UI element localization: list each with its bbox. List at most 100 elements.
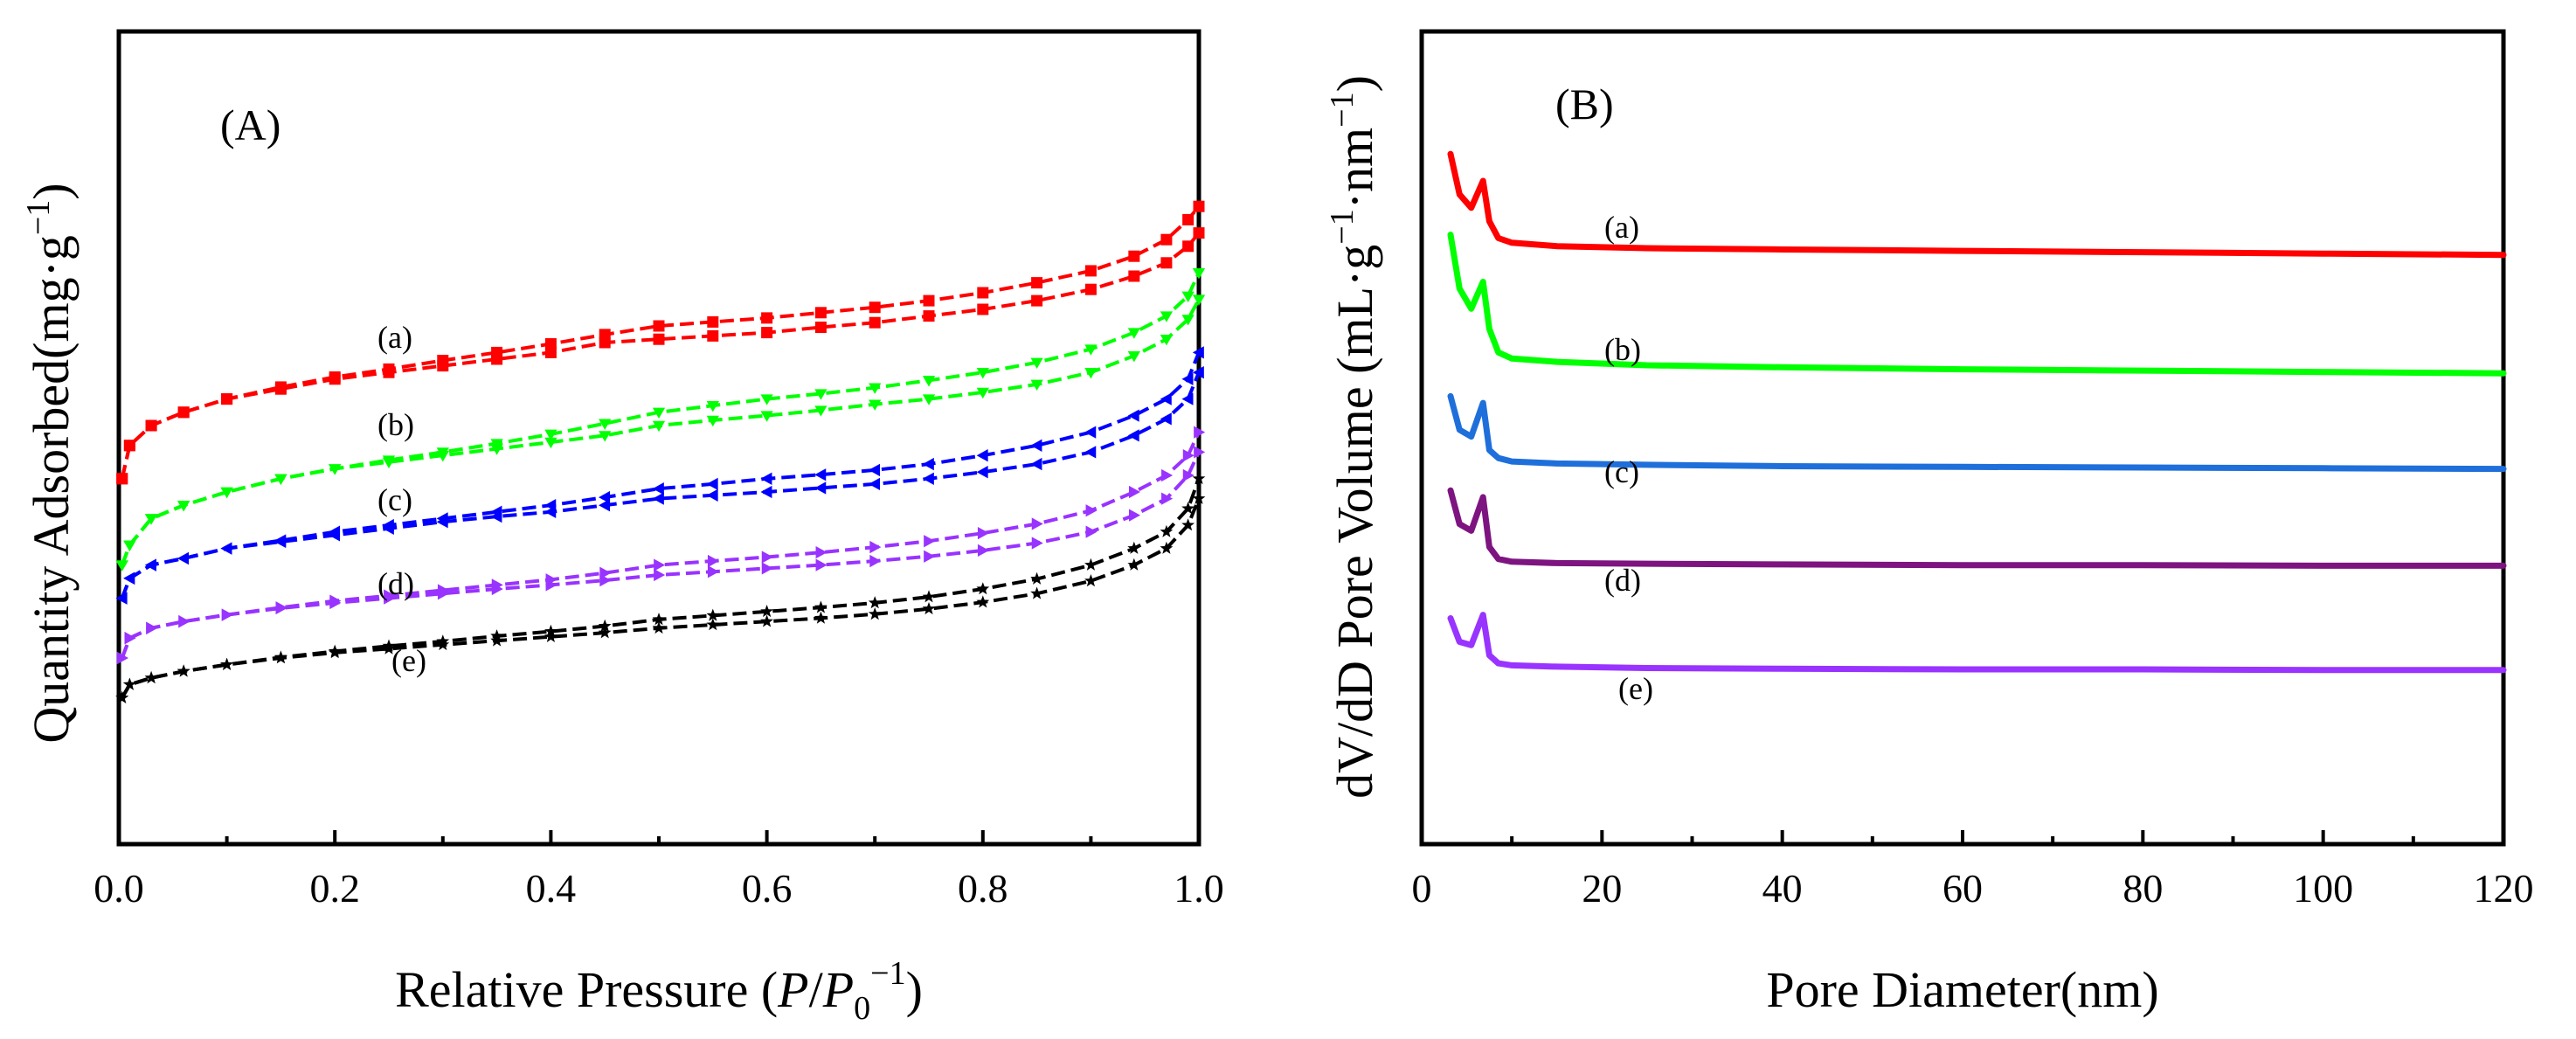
- panel-a-series-4-desorption-point: [382, 639, 396, 652]
- panel-a-series-4-desorption-point: [1192, 472, 1206, 485]
- panel-a-series-2-desorption-point: [220, 542, 232, 555]
- panel-a-series-1-desorption-point: [144, 514, 158, 525]
- panel-a-series-1-desorption-point: [1181, 291, 1195, 302]
- panel-a-series-4-desorption-point: [814, 600, 828, 613]
- panel-a-series-1-desorption-point: [922, 376, 936, 387]
- panel-a-series-0-adsorption-point: [1084, 283, 1097, 295]
- panel-a-series-3-desorption-point: [707, 554, 719, 568]
- panel-a-series-1-adsorption-point: [1181, 315, 1195, 326]
- panel-a-series-3-desorption-point: [1128, 485, 1140, 499]
- panel-a-series-2-adsorption-point: [1160, 412, 1172, 426]
- panel-a-series-4-desorption-point: [490, 629, 503, 642]
- panel-a-series-0-adsorption-point: [544, 346, 557, 358]
- panel-a-curve-label: (a): [377, 320, 412, 355]
- panel-a-series-1-desorption-point: [706, 401, 719, 412]
- panel-b-x-tick-label: 80: [2122, 866, 2163, 911]
- panel-b-x-tick-label: 0: [1412, 866, 1432, 911]
- panel-b-curve-labels: (a) (b) (c) (d) (e): [1604, 210, 1653, 706]
- panel-a-x-tick-label: 0.6: [742, 866, 793, 911]
- panel-b-x-axis-title: Pore Diameter(nm): [1766, 961, 2158, 1018]
- panel-a-series-4-adsorption-point: [706, 618, 720, 631]
- panel-a-series-2-desorption-point: [1030, 439, 1042, 452]
- panel-a-series-4-desorption-point: [1181, 502, 1195, 515]
- panel-a-series-0-desorption-point: [1031, 277, 1043, 289]
- panel-a-series-0-desorption-point: [1128, 250, 1140, 262]
- panel-a-series-1-desorption-point: [869, 383, 882, 394]
- panel-a-series-0-desorption-point: [1193, 200, 1205, 212]
- panel-a-series-3-adsorption-point: [1085, 525, 1098, 538]
- panel-a-series-1-adsorption-point: [706, 415, 719, 427]
- panel-a-series-2-adsorption-point: [760, 485, 772, 499]
- panel-a-series-0-desorption-point: [491, 346, 503, 358]
- panel-a-series-1-adsorption-point: [1030, 379, 1043, 391]
- panel-a-series-1-desorption-point: [382, 455, 396, 467]
- panel-a-series-0-desorption-point: [653, 320, 665, 332]
- panel-b-x-tick-label: 100: [2293, 866, 2353, 911]
- panel-a-series-0-desorption-point: [437, 355, 449, 367]
- panel-a-series-4-desorption-point: [122, 677, 136, 690]
- panel-a-series-2-desorption-point: [123, 571, 135, 585]
- panel-a-series-3-adsorption-point: [815, 558, 828, 571]
- panel-a-series-1-adsorption-point: [869, 399, 882, 411]
- panel-a-series-1-desorption-point: [220, 487, 233, 499]
- panel-a-y-axis-title: Quantity Adsorbed(mg·g−1): [20, 183, 80, 743]
- panel-a-series-0-desorption-point: [329, 371, 341, 384]
- panel-a-series-1-desorption-point: [1127, 328, 1140, 339]
- panel-a-x-tick-label: 0.8: [958, 866, 1008, 911]
- panel-a-series-4-adsorption-point: [922, 602, 936, 615]
- panel-a-curve-label: (e): [391, 643, 426, 678]
- panel-a-series-0-adsorption-point: [923, 310, 935, 322]
- panel-a-x-tick-label: 0.0: [93, 866, 144, 911]
- panel-a-series-3-desorption-point: [977, 526, 989, 540]
- panel-a-series-2-desorption-point: [599, 490, 611, 504]
- panel-a-series-0-desorption-point: [221, 393, 233, 405]
- panel-a-series-1-desorption-point: [1084, 344, 1098, 356]
- panel-a-series-4-adsorption-point: [490, 634, 503, 647]
- panel-a-series-4-adsorption-point: [1160, 541, 1174, 554]
- panel-a-series-2-adsorption-point: [599, 499, 611, 512]
- panel-b-curve-label: (a): [1604, 210, 1639, 245]
- panel-a-curve-label: (c): [377, 482, 412, 517]
- panel-a-series-4-desorption-point: [1127, 541, 1141, 554]
- panel-a-series-4-adsorption-point: [1127, 558, 1141, 571]
- panel-a-series-0-desorption-point: [599, 329, 611, 341]
- panel-b-series-1-line: [1447, 232, 2507, 377]
- panel-a-series-3-desorption-point: [1031, 517, 1043, 530]
- panel-a-series-1-desorption-point: [976, 368, 989, 379]
- panel-a-series-3-desorption-point: [1194, 426, 1206, 439]
- panel-a-series-4-adsorption-point: [598, 626, 612, 639]
- panel-a-series-2-desorption-point: [115, 592, 128, 605]
- panel-a-series-4-adsorption-point: [814, 611, 828, 624]
- panel-a-series-2-adsorption-point: [1181, 392, 1194, 405]
- panel-a-series-2-desorption-point: [490, 505, 502, 518]
- panel-a-series-4-desorption-point: [652, 613, 666, 626]
- panel-a-series-4-desorption-point: [544, 624, 557, 637]
- panel-a-series-4-adsorption-point: [976, 595, 990, 608]
- panel-a-series-4-desorption-point: [1030, 571, 1043, 585]
- panel-a-series-1-adsorption-point: [976, 387, 989, 399]
- panel-a-series-0-desorption-point: [116, 473, 128, 485]
- panel-a-series-1-desorption-point: [177, 501, 190, 512]
- panel-a-series-2-adsorption-point: [1030, 457, 1042, 471]
- panel-a-series-0-desorption-point: [869, 301, 881, 314]
- panel-b-x-tick-label: 20: [1582, 866, 1622, 911]
- panel-a-series-0-adsorption-point: [1193, 227, 1205, 239]
- panel-a-series-3-desorption-point: [178, 615, 190, 628]
- panel-a-series-1-desorption-point: [1030, 357, 1043, 369]
- panel-a-series-4-desorption-point: [868, 596, 882, 609]
- panel-a-series-0-desorption-point: [145, 419, 157, 432]
- panel-a-series-3-adsorption-point: [707, 565, 719, 578]
- panel-a-series-4-desorption-point: [115, 690, 129, 703]
- panel-a-series-2-adsorption-point: [922, 472, 934, 485]
- panel-a-series-1-desorption-point: [814, 389, 828, 400]
- panel-a-series-4-desorption-point: [274, 650, 287, 663]
- panel-b-curve-label: (b): [1604, 332, 1641, 367]
- panel-b-x-tick-label: 40: [1762, 866, 1803, 911]
- panel-a-series-2-desorption-point: [814, 468, 827, 481]
- panel-a-series-0-adsorption-point: [761, 327, 773, 339]
- panel-a-series-4-adsorption-point: [760, 614, 773, 627]
- panel-a-plot-frame: [116, 29, 1201, 847]
- panel-a-series-0-desorption-point: [123, 440, 135, 452]
- panel-a-series-4-desorption-point: [328, 644, 342, 657]
- panel-a-series-2-desorption-point: [274, 534, 287, 547]
